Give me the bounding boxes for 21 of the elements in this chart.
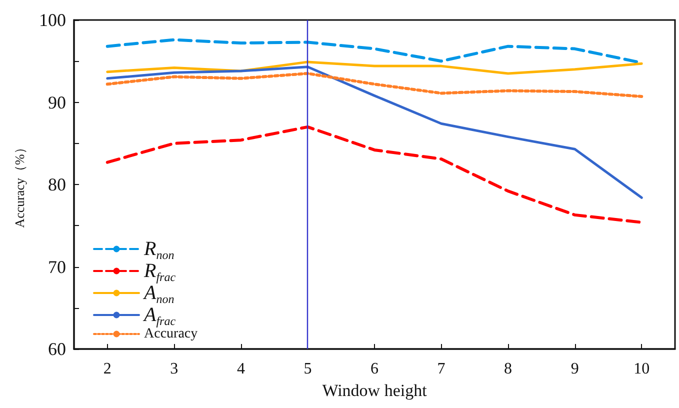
x-tick-label: 6: [370, 360, 378, 378]
x-tick-label: 4: [236, 360, 245, 378]
y-tick-label: 60: [48, 339, 66, 359]
x-tick-label: 10: [634, 360, 650, 378]
x-tick-label: 3: [170, 360, 178, 378]
y-tick-label: 70: [48, 256, 66, 277]
x-tick-label: 9: [570, 360, 579, 378]
line-series: [106, 66, 643, 199]
y-tick-label: 100: [39, 10, 66, 30]
line-series: [106, 60, 643, 75]
x-tick-label: 7: [437, 360, 446, 378]
y-tick-label: 90: [48, 92, 66, 112]
line-series: [106, 72, 644, 98]
y-tick-label: 80: [48, 174, 66, 194]
legend-label: Accuracy: [144, 326, 198, 342]
x-axis-title: Window height: [322, 380, 428, 400]
line-series: [106, 125, 644, 224]
x-tick-label: 2: [103, 360, 112, 378]
x-tick-label: 8: [504, 360, 512, 378]
y-axis-title: Accuracy（%）: [12, 141, 27, 228]
x-tick-label: 5: [304, 360, 312, 378]
